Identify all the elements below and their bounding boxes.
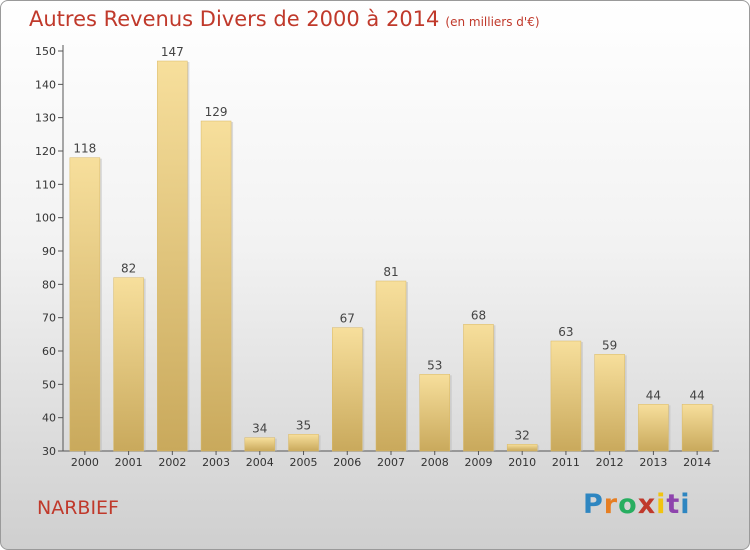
bar-value-label: 34 [252,422,267,436]
x-tick-label: 2002 [158,456,186,469]
x-tick-label: 2008 [421,456,449,469]
bar-value-label: 59 [602,338,617,352]
y-tick-label: 90 [42,245,56,258]
y-tick-label: 120 [35,145,56,158]
place-name: NARBIEF [37,497,119,519]
logo-letter: x [637,489,657,520]
bar-value-label: 53 [427,358,442,372]
bar [332,327,363,452]
y-tick-label: 30 [42,445,56,458]
bar-value-label: 44 [689,388,704,402]
y-tick-label: 40 [42,412,56,425]
bar-value-label: 118 [73,142,96,156]
bar-value-label: 35 [296,418,311,432]
x-tick-label: 2013 [639,456,667,469]
bar [288,434,319,452]
y-tick-label: 70 [42,312,56,325]
bar [681,404,713,452]
bar [594,354,625,452]
bar [157,60,188,452]
bar [419,374,450,452]
logo-letter: P [583,489,604,520]
chart-title-text: Autres Revenus Divers de 2000 à 2014 [29,7,440,31]
bar-value-label: 81 [383,265,398,279]
x-tick-label: 2005 [290,456,318,469]
logo-letter: o [618,489,638,520]
bar-value-label: 32 [515,428,530,442]
bar [638,404,669,452]
bar [550,340,582,452]
logo-letter: t [666,489,681,520]
bar-value-label: 63 [558,325,573,339]
bar [463,324,494,452]
bar [244,437,276,452]
proxiti-logo: Proxiti [583,489,691,520]
x-tick-label: 2011 [552,456,580,469]
chart-title: Autres Revenus Divers de 2000 à 2014 (en … [29,7,540,31]
x-tick-label: 2010 [508,456,536,469]
bar-value-label: 44 [646,388,661,402]
bar [506,444,538,452]
x-tick-label: 2006 [333,456,361,469]
bar-value-label: 82 [121,262,136,276]
bar-value-label: 129 [205,105,228,119]
y-tick-label: 110 [35,178,56,191]
bar [375,280,407,452]
y-tick-label: 150 [35,45,56,58]
y-tick-label: 100 [35,212,56,225]
logo-letter: r [603,489,619,520]
x-tick-label: 2000 [71,456,99,469]
bar [69,157,101,452]
x-tick-label: 2012 [596,456,624,469]
chart-unit: (en milliers d'€) [445,15,540,29]
bar-value-label: 67 [340,312,355,326]
y-tick-label: 50 [42,378,56,391]
bar [113,277,144,452]
logo-letter: i [656,489,667,520]
y-tick-label: 130 [35,112,56,125]
x-tick-label: 2004 [246,456,274,469]
logo-letter: i [680,489,691,520]
y-tick-label: 60 [42,345,56,358]
x-tick-label: 2007 [377,456,405,469]
x-tick-label: 2009 [464,456,492,469]
bar-value-label: 147 [161,45,184,59]
y-tick-label: 140 [35,78,56,91]
x-tick-label: 2003 [202,456,230,469]
y-tick-label: 80 [42,278,56,291]
bar-value-label: 68 [471,308,486,322]
x-tick-label: 2001 [115,456,143,469]
bar [200,120,232,452]
x-tick-label: 2014 [683,456,711,469]
